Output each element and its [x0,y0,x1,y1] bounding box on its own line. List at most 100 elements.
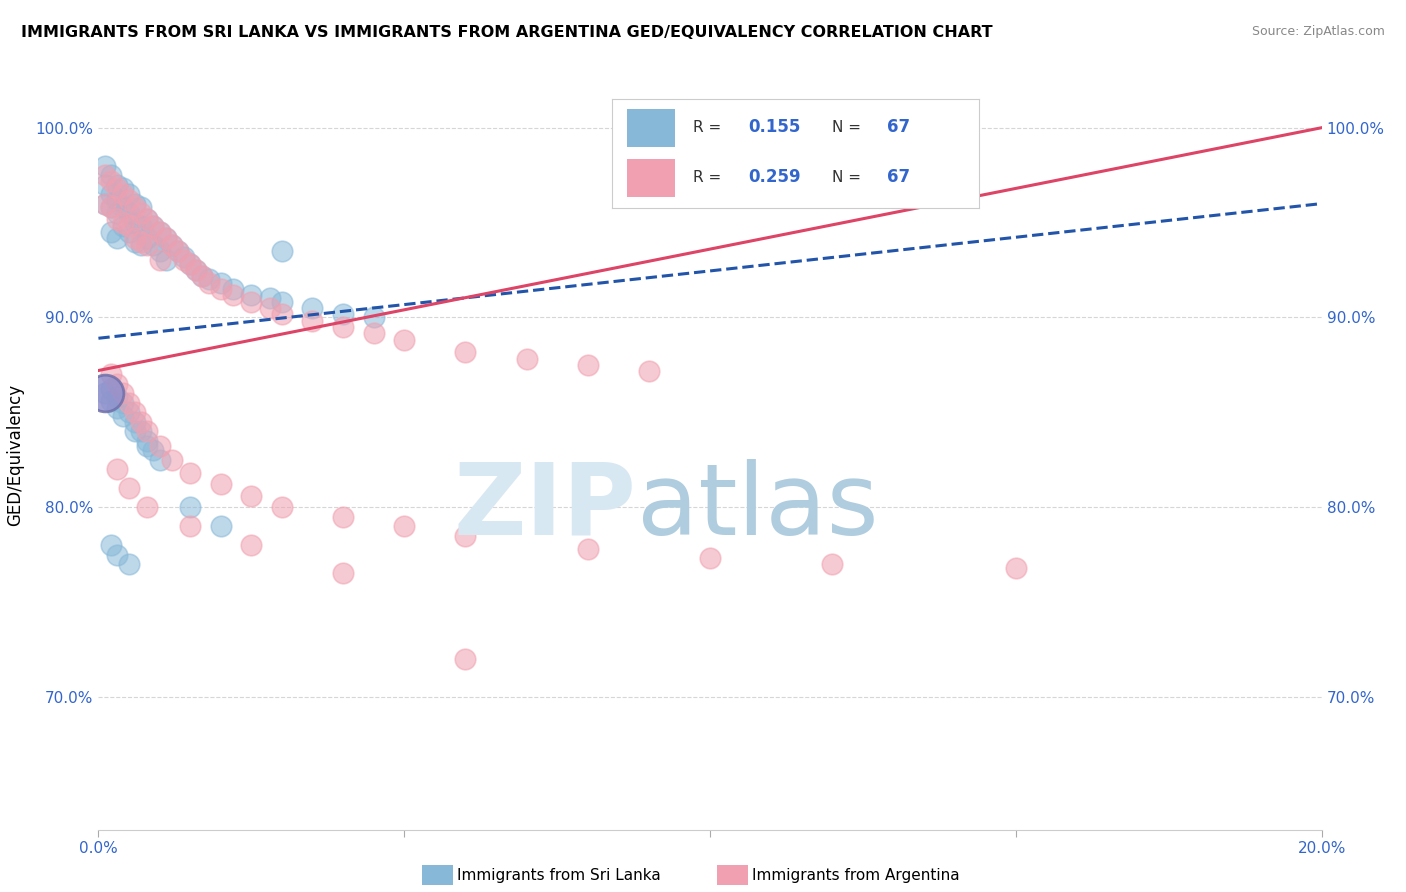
Point [136,238,159,252]
Point [179,500,201,514]
Point [191,268,214,283]
Point [111,215,134,229]
Point [173,250,195,264]
Point [129,219,152,234]
Point [270,244,292,258]
Point [118,219,141,234]
Point [301,314,323,328]
Point [363,326,385,340]
Point [270,307,292,321]
Point [105,401,128,416]
Point [136,211,159,226]
Point [173,253,195,268]
Point [454,528,477,542]
Point [576,358,599,372]
Point [301,301,323,315]
Point [129,415,152,429]
Point [209,477,232,491]
Point [240,538,263,552]
Point [111,181,134,195]
Point [100,168,122,182]
Point [100,368,122,382]
Point [124,424,146,438]
Point [142,219,165,234]
Point [93,196,115,211]
Point [149,253,172,268]
Point [240,295,263,310]
Point [118,481,141,495]
Point [124,235,146,249]
Point [105,462,128,476]
Point [149,244,172,258]
Point [363,310,385,325]
Point [186,263,208,277]
Point [155,231,177,245]
Point [118,405,141,419]
Point [105,548,128,562]
Point [136,231,159,245]
Text: Immigrants from Sri Lanka: Immigrants from Sri Lanka [457,868,661,882]
Point [149,225,172,239]
Point [105,206,128,220]
Point [118,206,141,220]
Point [699,551,721,566]
Point [105,181,128,195]
Point [332,307,354,321]
Point [259,301,281,315]
Point [129,238,152,252]
Point [637,363,661,377]
Point [179,257,201,271]
Point [118,557,141,571]
Point [167,244,190,258]
Point [105,193,128,207]
Point [209,519,232,533]
Text: atlas: atlas [637,458,879,556]
Point [118,193,141,207]
Point [136,434,159,448]
Point [105,231,128,245]
Point [179,257,201,271]
Point [392,333,416,347]
Point [191,268,214,283]
Point [129,206,152,220]
Point [160,238,183,252]
Point [516,352,538,367]
Point [111,187,134,202]
Point [136,211,159,226]
Point [118,225,141,239]
Point [197,272,219,286]
Point [821,557,844,571]
Point [111,409,134,423]
Point [332,319,354,334]
Point [136,500,159,514]
Point [129,200,152,214]
Point [209,277,232,291]
Point [332,566,354,581]
Point [124,405,146,419]
Point [160,452,183,467]
Point [222,282,245,296]
Point [100,383,122,397]
Point [129,424,152,438]
Point [155,253,177,268]
Point [160,238,183,252]
Point [111,386,134,401]
Point [100,187,122,202]
Point [100,225,122,239]
Point [167,244,190,258]
Point [100,200,122,214]
Point [149,225,172,239]
Point [332,509,354,524]
Point [100,538,122,552]
Point [576,541,599,556]
Point [100,174,122,188]
Point [124,215,146,229]
Point [186,263,208,277]
Point [222,287,245,301]
Point [454,652,477,666]
Point [111,200,134,214]
Point [118,396,141,410]
Point [93,159,115,173]
Point [100,200,122,214]
Text: IMMIGRANTS FROM SRI LANKA VS IMMIGRANTS FROM ARGENTINA GED/EQUIVALENCY CORRELATI: IMMIGRANTS FROM SRI LANKA VS IMMIGRANTS … [21,25,993,40]
